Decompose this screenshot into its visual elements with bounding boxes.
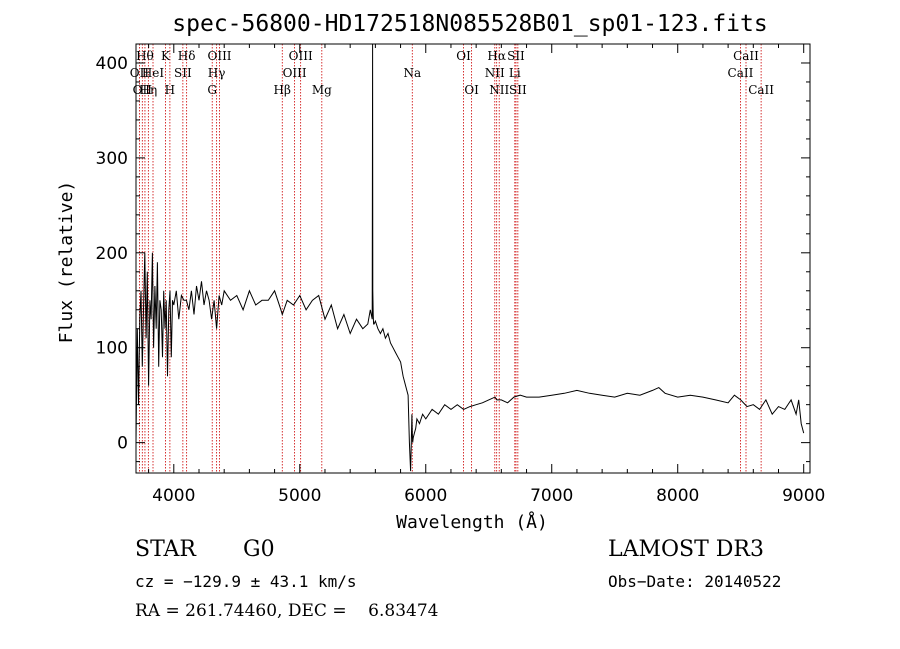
line-marker-label: SII: [174, 66, 192, 80]
line-marker-label: Hγ: [208, 66, 226, 80]
y-tick-label: 300: [96, 149, 128, 169]
x-tick-label: 7000: [530, 486, 573, 506]
line-marker-label: OI: [456, 49, 471, 63]
line-marker-label: Hη: [140, 83, 158, 97]
survey-name: LAMOST DR3: [608, 537, 764, 562]
plot-frame: [135, 43, 811, 474]
line-marker-label: OIII: [207, 49, 231, 63]
line-marker-label: CaII: [733, 49, 759, 63]
ra-dec: RA = 261.74460, DEC = 6.83474: [135, 601, 439, 621]
line-marker-labels: OII OII Hθ Hη HeI K H SII Hδ G Hγ OIII Hβ OIII OIII Mg N…: [130, 49, 775, 97]
line-marker-label: G: [207, 83, 217, 97]
line-marker-label: OIII: [289, 49, 313, 63]
line-marker-label: Hα: [487, 49, 506, 63]
y-tick-label: 200: [96, 244, 128, 264]
x-axis-label: Wavelength (Å): [396, 511, 548, 533]
obs-date: Obs−Date: 20140522: [608, 572, 782, 591]
x-tick-label: 8000: [656, 486, 699, 506]
x-tick-label: 4000: [152, 486, 195, 506]
line-marker-label: Hβ: [274, 83, 291, 97]
line-marker-label: Na: [403, 66, 421, 80]
y-tick-label: 400: [96, 54, 128, 74]
line-marker-label: H: [165, 83, 175, 97]
line-marker-label: OII: [130, 66, 150, 80]
line-marker-label: OII: [133, 83, 153, 97]
line-marker-label: Mg: [312, 83, 332, 97]
line-marker-label: HeI: [142, 66, 165, 80]
x-tick-label: 9000: [782, 486, 825, 506]
star-class: STAR: [135, 537, 196, 562]
line-marker-label: NII: [489, 83, 509, 97]
line-marker-label: K: [161, 49, 171, 63]
star-subclass: G0: [243, 537, 275, 562]
line-marker-label: OIII: [283, 66, 307, 80]
x-axis: 4000 5000 6000 7000 8000 9000: [148, 44, 825, 506]
line-marker-label: SII: [507, 49, 525, 63]
line-marker-label: NII: [485, 66, 505, 80]
x-tick-label: 5000: [278, 486, 321, 506]
y-axis: 0 100 200 300 400: [96, 43, 810, 463]
y-tick-label: 0: [117, 434, 128, 454]
line-marker-label: CaII: [748, 83, 774, 97]
line-marker-label: OI: [464, 83, 479, 97]
spectrum-line: [135, 43, 805, 472]
line-marker-label: Hθ: [136, 49, 154, 63]
y-tick-label: 100: [96, 339, 128, 359]
redshift-cz: cz = −129.9 ± 43.1 km/s: [135, 572, 357, 591]
line-marker-label: CaII: [728, 66, 754, 80]
line-marker-label: Hδ: [178, 49, 196, 63]
line-marker-label: Li: [509, 66, 521, 80]
line-marker-label: SII: [509, 83, 527, 97]
line-markers: [139, 44, 762, 473]
y-axis-label: Flux (relative): [56, 181, 77, 344]
x-tick-label: 6000: [404, 486, 447, 506]
chart-title: spec-56800-HD172518N085528B01_sp01-123.f…: [172, 11, 767, 37]
